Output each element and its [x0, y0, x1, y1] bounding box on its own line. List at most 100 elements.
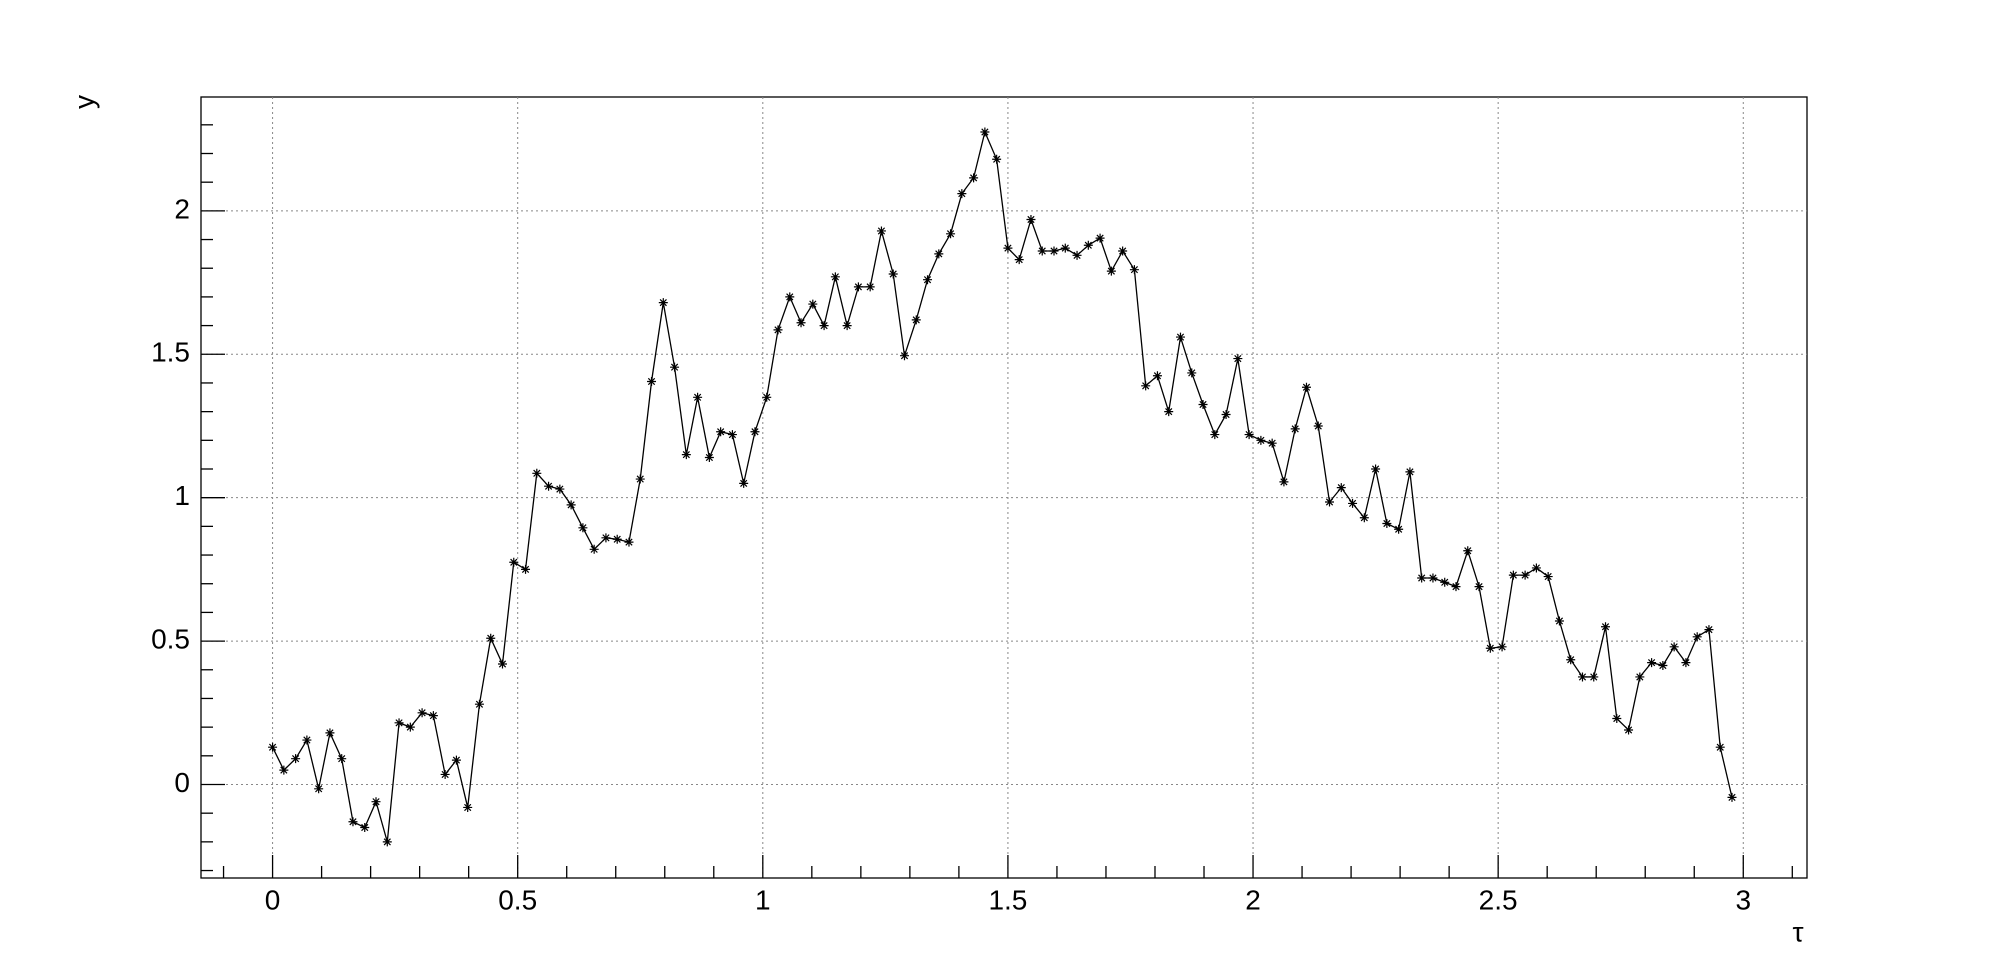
- point-marker: [1164, 407, 1174, 417]
- data-line: [271, 129, 1733, 843]
- point-marker: [934, 249, 944, 259]
- point-marker: [624, 537, 634, 547]
- point-marker: [808, 299, 818, 309]
- point-marker: [658, 298, 668, 308]
- point-marker: [314, 784, 324, 794]
- point-marker: [1727, 792, 1737, 802]
- point-marker: [888, 269, 898, 279]
- point-marker: [1095, 233, 1105, 243]
- point-marker: [876, 226, 886, 236]
- point-marker: [1715, 742, 1725, 752]
- point-marker: [1118, 246, 1128, 256]
- point-marker: [302, 735, 312, 745]
- point-marker: [1428, 573, 1438, 583]
- x-tick-label: 0: [265, 884, 281, 915]
- point-marker: [1279, 477, 1289, 487]
- point-marker: [1566, 655, 1576, 665]
- point-marker: [1129, 265, 1139, 275]
- point-marker: [1669, 642, 1679, 652]
- plot-frame: [200, 96, 1808, 879]
- point-marker: [957, 189, 967, 199]
- point-marker: [509, 557, 519, 567]
- x-tick-label: 2.5: [1479, 884, 1518, 915]
- point-marker: [1394, 524, 1404, 534]
- point-marker: [727, 430, 737, 440]
- x-axis-label: τ: [1792, 916, 1803, 947]
- point-marker: [382, 837, 392, 847]
- point-marker: [1072, 250, 1082, 260]
- point-marker: [1474, 582, 1484, 592]
- point-marker: [1554, 616, 1564, 626]
- point-marker: [532, 468, 542, 478]
- point-marker: [1692, 632, 1702, 642]
- point-marker: [716, 427, 726, 437]
- point-marker: [268, 742, 278, 752]
- point-marker: [739, 478, 749, 488]
- point-marker: [785, 292, 795, 302]
- point-marker: [635, 474, 645, 484]
- point-marker: [762, 392, 772, 402]
- x-tick-label: 2: [1245, 884, 1261, 915]
- y-tick-label: 1.5: [151, 337, 190, 368]
- point-marker: [1290, 424, 1300, 434]
- point-marker: [911, 315, 921, 325]
- point-marker: [1463, 546, 1473, 556]
- point-marker: [1221, 410, 1231, 420]
- point-marker: [1624, 725, 1634, 735]
- point-marker: [566, 500, 576, 510]
- point-marker: [1060, 243, 1070, 253]
- point-marker: [440, 769, 450, 779]
- point-marker: [1508, 570, 1518, 580]
- point-marker: [853, 282, 863, 292]
- point-marker: [497, 659, 507, 669]
- point-marker: [693, 392, 703, 402]
- y-tick-label: 0.5: [151, 623, 190, 654]
- x-tick-label: 0.5: [498, 884, 537, 915]
- point-marker: [1497, 642, 1507, 652]
- point-marker: [486, 633, 496, 643]
- point-marker: [1256, 435, 1266, 445]
- point-marker: [371, 797, 381, 807]
- point-marker: [750, 427, 760, 437]
- point-marker: [589, 544, 599, 554]
- x-tick-label: 1.5: [988, 884, 1027, 915]
- point-marker: [279, 765, 289, 775]
- point-marker: [1531, 563, 1541, 573]
- point-marker: [1141, 381, 1151, 391]
- point-marker: [773, 325, 783, 335]
- point-marker: [1175, 332, 1185, 342]
- point-marker: [474, 699, 484, 709]
- point-marker: [1417, 573, 1427, 583]
- x-tick-label: 3: [1735, 884, 1751, 915]
- point-marker: [394, 718, 404, 728]
- point-marker: [463, 802, 473, 812]
- point-marker: [348, 817, 358, 827]
- point-marker: [830, 272, 840, 282]
- point-marker: [1106, 266, 1116, 276]
- point-marker: [842, 321, 852, 331]
- point-marker: [1325, 497, 1335, 507]
- point-marker: [1704, 625, 1714, 635]
- point-marker: [1635, 672, 1645, 682]
- point-marker: [1037, 246, 1047, 256]
- point-marker: [969, 173, 979, 183]
- y-tick-label: 1: [174, 480, 190, 511]
- point-marker: [555, 484, 565, 494]
- point-marker: [451, 755, 461, 765]
- point-marker: [1348, 498, 1358, 508]
- point-marker: [1681, 658, 1691, 668]
- point-marker: [1313, 421, 1323, 431]
- point-marker: [980, 127, 990, 137]
- point-marker: [1543, 572, 1553, 582]
- point-marker: [819, 321, 829, 331]
- point-marker: [1371, 464, 1381, 474]
- point-marker: [291, 754, 301, 764]
- point-marker: [1152, 371, 1162, 381]
- point-marker: [796, 318, 806, 328]
- point-marker: [417, 708, 427, 718]
- point-marker: [405, 722, 415, 732]
- point-marker: [612, 534, 622, 544]
- point-marker: [1049, 246, 1059, 256]
- point-marker: [865, 282, 875, 292]
